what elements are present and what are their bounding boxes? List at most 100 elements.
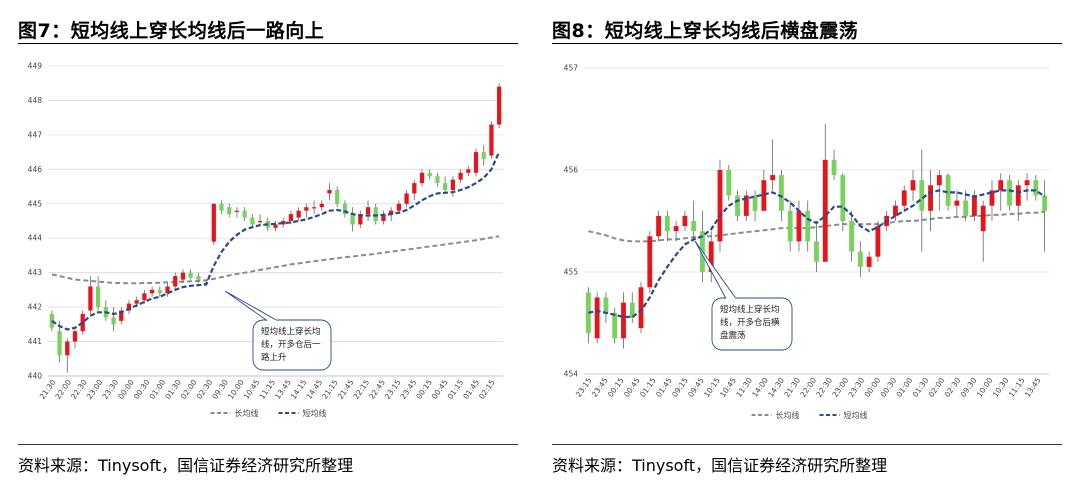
candle [358,210,363,228]
figure-7-candlestick-chart: 44044144244344444544644744844921:3022:00… [28,62,503,418]
legend: 长均线 短均线 [751,410,868,420]
candle [814,221,819,272]
candle-body [919,180,925,211]
candle-body [673,226,679,232]
candle [638,282,644,334]
y-tick-label: 442 [28,303,43,312]
candle [412,179,417,201]
candle [180,269,186,283]
figure-8-candlestick-chart: 45445545645723:1523:4500:1500:4501:1501:… [564,64,1049,420]
candle-body [57,331,62,356]
candle-body [621,302,626,339]
candle-body [450,179,455,190]
callout-box [252,319,332,371]
candle-body [180,272,186,280]
candle-body [901,190,907,206]
candle [234,207,240,218]
candle-body [111,317,116,325]
candle-body [831,159,837,176]
candle [1024,173,1030,201]
candle [72,327,78,349]
candle-body [288,214,294,221]
candle-body [752,195,758,211]
candle-body [72,331,78,342]
candle-body [96,286,101,308]
callout-pointer [694,240,737,299]
candle [1015,180,1021,221]
candle [381,210,386,225]
candle-body [435,176,440,184]
x-tick-label: 02:15 [477,378,497,401]
candle [327,183,332,201]
y-tick-label: 455 [564,268,579,277]
candle [840,173,846,232]
candle [57,320,62,363]
callout-text-line: 线，开多仓后一 [261,339,321,350]
candle-body [840,175,846,221]
candle [717,159,723,252]
candle-body [119,310,124,321]
candle [188,269,193,280]
candle [443,176,448,194]
candle-body [989,190,995,206]
candle [770,139,776,191]
candle-body [656,215,661,237]
candle-body [497,86,502,125]
candle [726,164,732,201]
candle-body [188,272,193,278]
candle-body [257,221,263,223]
candle-body [735,195,740,216]
candle-body [196,276,201,280]
candle-body [49,314,54,328]
candle-body [585,292,591,334]
figure-7-top-rule [18,43,518,44]
candle-body [342,203,348,215]
candle-body [319,203,324,208]
callout-text-line: 盘震荡 [720,330,746,341]
candle-body [65,341,70,356]
candle-body [149,289,155,294]
candle-body [770,175,776,181]
candle-body [142,293,147,301]
candle [435,172,440,187]
candle [350,207,355,232]
y-tick-label: 456 [564,166,579,175]
candle [796,200,802,252]
candle [989,180,995,221]
candle-body [691,221,697,232]
candle [489,121,494,159]
candle-body [443,183,448,190]
candle [157,286,162,297]
candle-body [327,190,332,194]
candle-body [717,170,723,242]
candle-body [173,276,178,287]
y-tick-label: 445 [28,199,43,208]
candle [250,214,255,228]
candle-body [134,300,139,304]
candle [603,292,609,323]
candle [998,173,1004,211]
candle-body [647,236,653,288]
candle [103,300,108,321]
candle [473,148,479,177]
candle-body [603,297,609,313]
candle-body [822,159,828,262]
x-tick-label: 13:45 [1023,376,1043,399]
candle [1007,175,1012,211]
candle [419,169,425,187]
candle [612,307,618,344]
candle-body [466,169,471,173]
candle-body [1015,185,1021,206]
candle-body [963,200,969,216]
candle-body [242,210,247,218]
candle-body [893,205,898,216]
legend-long-ma-label: 长均线 [776,410,800,420]
y-tick-label: 449 [28,62,43,71]
candle-body [875,226,881,257]
candle-body [972,195,977,216]
candle [893,200,898,221]
candle [752,190,758,221]
candle-body [945,175,951,206]
candle-body [227,207,232,215]
candle [700,210,705,283]
